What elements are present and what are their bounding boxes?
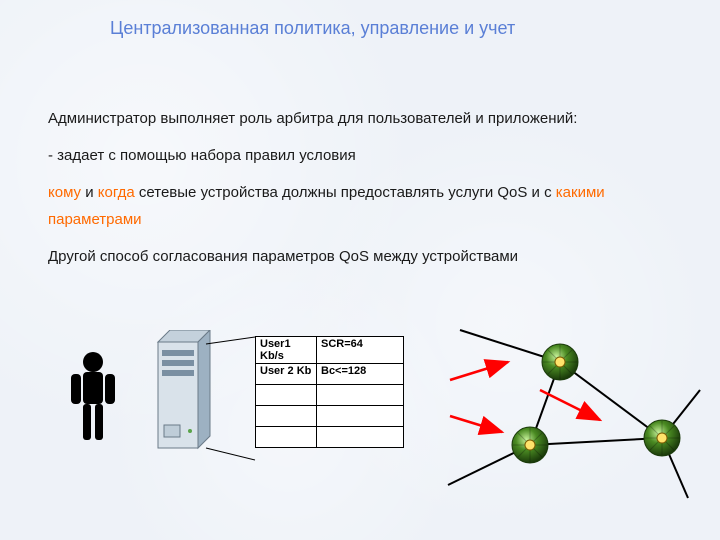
cell-bc: Bc<=128 [317,364,404,385]
network-node [542,344,578,380]
signal-arrow [450,362,508,380]
network-node [512,427,548,463]
table-row [256,406,404,427]
signal-arrows [450,362,600,432]
policy-table: User1 Kb/s SCR=64 User 2 Kb Bc<=128 [255,336,404,448]
page-title: Централизованная политика, управление и … [110,18,515,39]
hl-kogda: когда [98,184,135,201]
table-row: User1 Kb/s SCR=64 [256,337,404,364]
table-row [256,427,404,448]
network-edge [560,362,662,438]
network-edge [530,438,662,445]
server-icon [150,330,220,450]
signal-arrow [450,416,502,432]
table-row [256,385,404,406]
signal-arrow [540,390,600,420]
para-1: Администратор выполняет роль арбитра для… [48,105,678,132]
network-nodes [512,344,680,463]
network-graph [430,320,710,520]
para-4: Другой способ согласования параметров Qo… [48,243,678,270]
body-text: Администратор выполняет роль арбитра для… [48,105,678,280]
cell-user1: User1 Kb/s [256,337,317,364]
hl-komu: кому [48,184,81,201]
network-node [644,420,680,456]
cell-user2: User 2 Kb [256,364,317,385]
cell-scr: SCR=64 [317,337,404,364]
table-row: User 2 Kb Bc<=128 [256,364,404,385]
policy-table-body: User1 Kb/s SCR=64 User 2 Kb Bc<=128 [256,337,404,448]
diagram-area: User1 Kb/s SCR=64 User 2 Kb Bc<=128 [0,330,720,540]
person-icon [68,350,118,445]
para-2: - задает с помощью набора правил условия [48,142,678,169]
para-3: кому и когда сетевые устройства должны п… [48,179,678,233]
